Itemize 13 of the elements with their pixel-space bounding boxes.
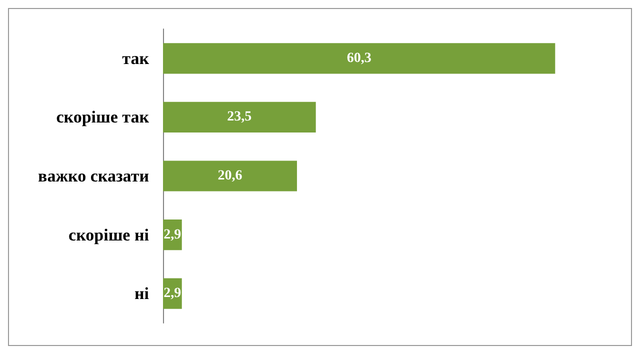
y-tick-label: важко сказати <box>38 166 150 186</box>
bar <box>163 102 316 132</box>
data-label: 60,3 <box>346 50 372 66</box>
data-label: 2,9 <box>164 227 182 242</box>
y-tick-label: скоріше так <box>56 108 150 127</box>
data-label: 20,6 <box>218 168 242 184</box>
bar <box>163 160 297 192</box>
y-tick-label: так <box>122 48 150 68</box>
y-tick-label: скоріше ні <box>68 225 150 244</box>
data-label: 23,5 <box>227 110 252 125</box>
y-tick-label: ні <box>134 284 150 304</box>
data-label: 2,9 <box>164 286 182 302</box>
bar <box>163 43 556 74</box>
